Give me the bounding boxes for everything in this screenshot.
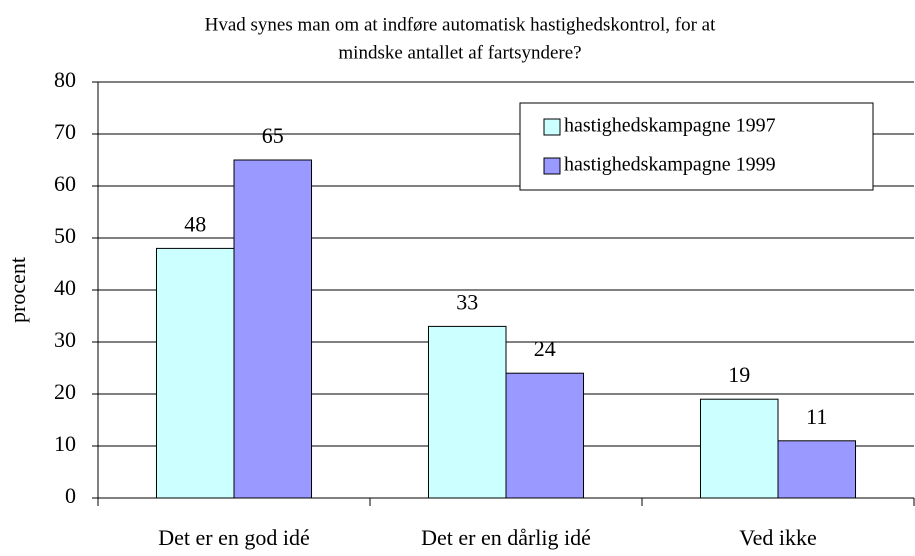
legend-label: hastighedskampagne 1997 [564, 115, 776, 137]
y-tick-label: 70 [54, 119, 76, 144]
y-tick-label: 40 [54, 275, 76, 300]
y-tick-label: 20 [54, 379, 76, 404]
y-tick-label: 60 [54, 171, 76, 196]
data-label: 65 [262, 123, 284, 148]
bar [233, 159, 313, 499]
x-tick-label: Ved ikke [739, 525, 817, 550]
legend-box [519, 102, 874, 191]
bar [155, 247, 235, 499]
data-label: 19 [728, 362, 750, 387]
legend-label: hastighedskampagne 1999 [564, 154, 776, 176]
y-tick-label: 30 [54, 327, 76, 352]
bar [777, 440, 857, 499]
legend-swatch [543, 157, 561, 175]
y-tick-label: 10 [54, 431, 76, 456]
y-axis-label: procent [5, 257, 30, 323]
x-tick-label: Det er en god idé [158, 525, 310, 550]
data-label: 11 [806, 404, 827, 429]
data-label: 33 [456, 289, 478, 314]
data-label: 24 [534, 336, 556, 361]
bar [505, 372, 585, 499]
y-tick-label: 80 [54, 67, 76, 92]
bar [427, 325, 507, 499]
bar [699, 398, 779, 499]
data-label: 48 [184, 211, 206, 236]
x-tick-label: Det er en dårlig idé [421, 525, 591, 550]
y-tick-label: 0 [65, 483, 76, 508]
y-tick-label: 50 [54, 223, 76, 248]
legend-swatch [543, 118, 561, 136]
chart-title: Hvad synes man om at indføre automatisk … [205, 14, 717, 35]
chart-title: mindske antallet af fartsyndere? [338, 42, 581, 63]
